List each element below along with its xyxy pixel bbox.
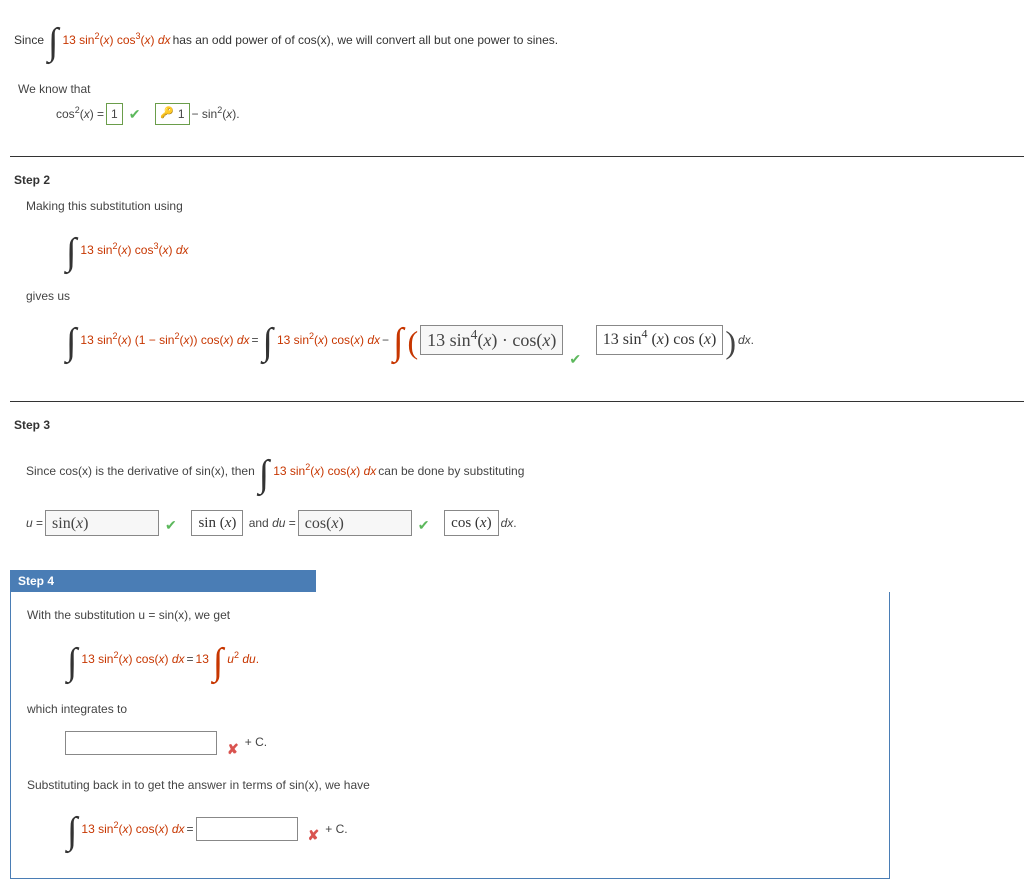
step2-title: Step 2: [14, 173, 1020, 187]
final-lhs: 13 sin2(x) cos(x) dx: [81, 820, 184, 839]
separator-1: [10, 156, 1024, 157]
step2-making: Making this substitution using: [26, 197, 1020, 216]
subst-back: Substituting back in to get the answer i…: [27, 776, 885, 795]
close-paren: ): [725, 317, 736, 368]
integral-sign: ∫: [66, 312, 76, 373]
cross-icon: ✘: [227, 738, 239, 760]
plus-c-2: + C.: [325, 820, 347, 839]
cos2-eq: cos2(x) =: [56, 105, 104, 124]
step1-section: Since ∫ 13 sin2(x) cos3(x) dx has an odd…: [10, 10, 1024, 142]
step4-final-line: ∫ 13 sin2(x) cos(x) dx = ✘ + C.: [27, 799, 885, 860]
u-eq: u =: [26, 514, 43, 533]
step4-answer1-box[interactable]: [65, 731, 217, 755]
which-integrates: which integrates to: [27, 700, 885, 719]
step2-integrand-line: ∫ 13 sin2(x) cos3(x) dx: [26, 220, 1020, 281]
du-answer-box[interactable]: cos(x): [298, 510, 412, 536]
final-eq: =: [187, 820, 194, 839]
step1-integrand: 13 sin2(x) cos3(x) dx: [62, 33, 170, 47]
cos2-identity-line: cos2(x) = 1 ✔ 🔑 1 − sin2(x).: [18, 103, 1020, 125]
step3-title: Step 3: [14, 418, 1020, 432]
step4-integral-box-line: ✘ + C.: [27, 726, 885, 760]
step4-eq1: ∫ 13 sin2(x) cos(x) dx = 13 ∫ u2 du.: [27, 630, 885, 691]
u-answer-box[interactable]: sin(x): [45, 510, 159, 536]
step2-section: Step 2 Making this substitution using ∫ …: [10, 169, 1024, 387]
cross-icon: ✘: [308, 824, 320, 846]
check-icon: ✔: [165, 514, 177, 536]
step3-line1: Since cos(x) is the derivative of sin(x)…: [26, 442, 1020, 503]
step3-section: Step 3 Since cos(x) is the derivative of…: [10, 414, 1024, 553]
step2-expansion-line: ∫ 13 sin2(x) (1 − sin2(x)) cos(x) dx = ∫…: [26, 310, 1020, 371]
integral-sign: ∫: [48, 20, 58, 64]
integral-sign: ∫: [66, 222, 76, 283]
since-tail: has an odd power of of cos(x), we will c…: [173, 33, 559, 47]
integral-sign: ∫: [263, 312, 273, 373]
integral-sign: ∫: [259, 444, 269, 505]
gives-us: gives us: [26, 287, 1020, 306]
check-icon: ✔: [569, 348, 581, 370]
du-hint-box: cos (x): [444, 510, 498, 536]
integral-sign: ∫: [67, 632, 77, 693]
step2-hint-box: 13 sin4 (x) cos (x): [596, 325, 724, 355]
step3-text-b: can be done by substituting: [378, 462, 524, 481]
step2-integrand: 13 sin2(x) cos3(x) dx: [80, 241, 188, 260]
step4-answer2-box[interactable]: [196, 817, 298, 841]
step3-line2: u = sin(x) ✔ sin (x) and du = cos(x) ✔ c…: [26, 510, 1020, 536]
minus-sin2: − sin2(x).: [192, 105, 240, 124]
step3-text-a: Since cos(x) is the derivative of sin(x)…: [26, 462, 255, 481]
step4-lhs: 13 sin2(x) cos(x) dx: [81, 650, 184, 669]
eq: =: [252, 331, 259, 350]
step3-integrand: 13 sin2(x) cos(x) dx: [273, 462, 376, 481]
step1-since-line: Since ∫ 13 sin2(x) cos3(x) dx has an odd…: [14, 18, 1020, 62]
check-icon: ✔: [418, 514, 430, 536]
we-know-text: We know that: [18, 80, 1020, 99]
open-paren: (: [407, 317, 418, 368]
step4-body: With the substitution u = sin(x), we get…: [10, 592, 890, 879]
step2-answer-box[interactable]: 13 sin4(x) · cos(x): [420, 325, 563, 355]
step4-rhs: u2 du.: [227, 650, 259, 669]
step4-section: Step 4 With the substitution u = sin(x),…: [10, 570, 1024, 879]
plus-c: + C.: [245, 733, 267, 752]
dx-tail: dx.: [738, 331, 754, 350]
thirteen: 13: [196, 650, 209, 669]
hint-box-1: 🔑 1: [155, 103, 189, 125]
integral-sign: ∫: [393, 312, 403, 373]
integral-sign: ∫: [67, 801, 77, 862]
minus: −: [382, 331, 389, 350]
check-icon: ✔: [129, 103, 141, 125]
integral-sign: ∫: [213, 632, 223, 693]
step4-title: Step 4: [10, 570, 316, 592]
step2-rhs1: 13 sin2(x) cos(x) dx: [277, 331, 380, 350]
since-text: Since: [14, 33, 44, 47]
answer-box-1[interactable]: 1: [106, 103, 123, 125]
step4-line1: With the substitution u = sin(x), we get: [27, 606, 885, 625]
dx: dx.: [501, 514, 517, 533]
key-icon: 🔑: [160, 105, 174, 123]
eq: =: [187, 650, 194, 669]
u-hint-box: sin (x): [191, 510, 243, 536]
and-du: and du =: [245, 514, 295, 533]
separator-2: [10, 401, 1024, 402]
step2-lhs: 13 sin2(x) (1 − sin2(x)) cos(x) dx: [80, 331, 249, 350]
